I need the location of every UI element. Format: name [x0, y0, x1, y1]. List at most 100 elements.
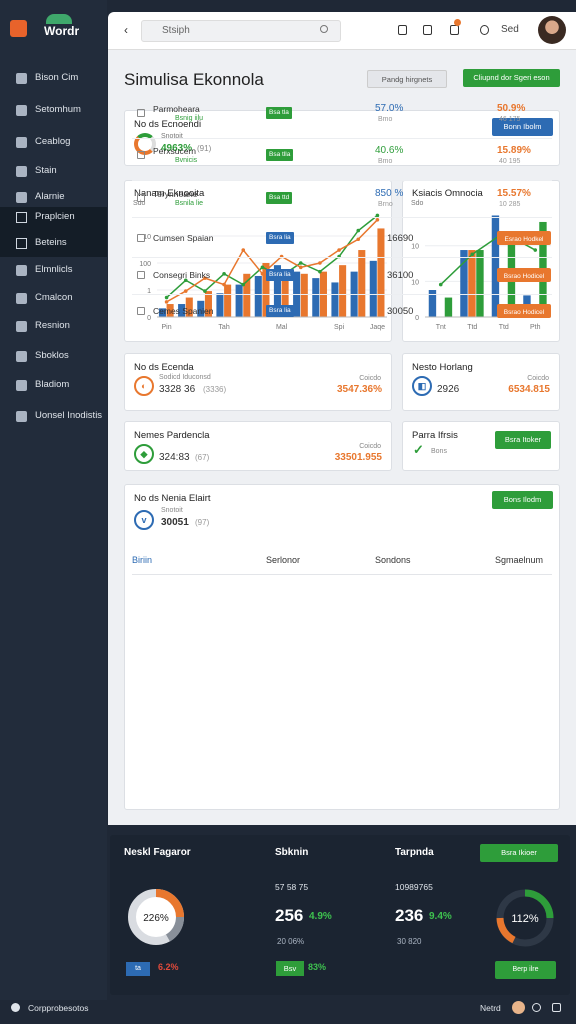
- card: No ds Ecenda ◐ Sodicd Iduconsd 3328 36 (3336…: [124, 353, 392, 411]
- card-title: Nesto Horlang: [412, 362, 473, 373]
- sidebar: Wordr Bison Cim Setomhum Ceablog Stain Alarni…: [0, 0, 107, 1000]
- card-value: 2926: [437, 384, 460, 395]
- top-icon[interactable]: [450, 25, 459, 35]
- row-icon: [137, 109, 145, 117]
- nav-item[interactable]: Ceablog: [35, 136, 71, 147]
- row-name: Parmoheara: [153, 104, 200, 114]
- footer-icon[interactable]: [532, 1003, 541, 1012]
- x-tick-label: Mal: [276, 324, 288, 331]
- card-icon: ◐: [134, 376, 154, 396]
- row-right-sub: 10 285: [499, 201, 521, 208]
- row-value: 36100: [387, 270, 414, 281]
- stat-top: 57 58 75: [275, 882, 309, 892]
- row-name: Consegri Binks: [153, 270, 211, 280]
- table-header: Serlonor: [266, 555, 301, 565]
- y-tick-label: 10: [143, 234, 151, 241]
- bar: [243, 273, 251, 317]
- x-tick-label: Jaqe: [370, 324, 385, 331]
- top-icon[interactable]: [423, 25, 432, 35]
- bar: [224, 284, 232, 317]
- bar: [185, 297, 193, 317]
- nav-item[interactable]: Cmalcon: [35, 292, 73, 303]
- card-title: No ds Ecnoendi: [134, 119, 202, 130]
- line-point: [183, 278, 188, 283]
- card-extra: (91): [197, 144, 212, 153]
- avatar[interactable]: [538, 16, 566, 44]
- line-point: [298, 265, 303, 270]
- nav-item[interactable]: Uonsel Inodistis: [35, 410, 103, 421]
- nav-item[interactable]: Bison Cim: [35, 72, 79, 83]
- line-point: [298, 261, 303, 265]
- nav-item[interactable]: Praplcien: [35, 211, 75, 222]
- table-header: Sgmaelnum: [495, 555, 544, 565]
- y-tick-label: 1: [147, 288, 151, 295]
- search-box[interactable]: Stsiph: [141, 20, 341, 42]
- button[interactable]: Cliupnd dor Sgeri eson: [463, 69, 560, 87]
- main: Simulisa Ekonnola Pandg hirgnets Cliupnd d…: [108, 50, 576, 825]
- chart-title: Nanam Eknooita: [134, 188, 205, 199]
- nav-item[interactable]: Elmnlicls: [35, 264, 73, 275]
- button[interactable]: Bsra Itoker: [495, 431, 551, 449]
- card-icon: ◆: [134, 444, 154, 464]
- button[interactable]: Pandg hirgnets: [367, 70, 447, 88]
- line-point: [260, 265, 265, 270]
- footer-left: Corpprobesotos: [28, 1003, 89, 1013]
- nav-item[interactable]: Sboklos: [35, 350, 69, 361]
- button[interactable]: Bsrao Hodicel: [497, 304, 551, 318]
- card-value: 324:83: [159, 452, 190, 463]
- bar: [254, 275, 262, 317]
- stat-value: 236: [395, 906, 424, 925]
- stat-badge: Bsv: [276, 961, 304, 976]
- button[interactable]: Bsra Ikioer: [480, 844, 558, 862]
- donut-left-arc2: [165, 916, 185, 942]
- row-rule: [132, 138, 552, 139]
- line-point: [222, 282, 226, 287]
- button[interactable]: Bsrao Hodicel: [497, 268, 551, 282]
- button[interactable]: Bonn Ibolm: [492, 118, 553, 136]
- y-axis-label: Sdo: [133, 200, 146, 207]
- line-point: [241, 248, 246, 252]
- button[interactable]: Esrao Hodkel: [497, 231, 551, 245]
- ring-icon: [134, 133, 156, 155]
- row-badge: Bsa ttd: [266, 192, 293, 204]
- logo-text: Wordr: [44, 24, 80, 38]
- card-extra: (3336): [203, 385, 227, 394]
- top-icon[interactable]: [398, 25, 407, 35]
- nav-item[interactable]: Resnion: [35, 320, 70, 331]
- line-point: [375, 213, 380, 218]
- bar: [369, 260, 377, 317]
- bar: [300, 273, 308, 317]
- row-value: 57.0%: [375, 103, 404, 114]
- button[interactable]: Bons Ilodm: [492, 491, 553, 509]
- bar: [444, 297, 453, 317]
- bar: [377, 228, 385, 317]
- card: Nanam Eknooita Sdo 0 1 100 10 Pin Tah Mal Spi Jaqe: [124, 180, 392, 342]
- search-text: Stsiph: [162, 25, 190, 36]
- row-name: Cumsen Spaian: [153, 233, 214, 243]
- card: No ds Nenia Elairt v Snotoit 30051 (97) Bons …: [124, 103, 560, 810]
- nav-item[interactable]: Beteins: [35, 237, 67, 248]
- logo-mark: [46, 14, 72, 24]
- panel-header: Neskl Fagaror: [124, 847, 191, 858]
- card: Nemes Pardencla ◆ 324:83 (67) Coicdo 33501.95…: [124, 421, 392, 471]
- row-icon: [137, 194, 145, 202]
- nav-item[interactable]: Alarnie: [35, 191, 65, 202]
- nav-item[interactable]: Bladiom: [35, 379, 70, 390]
- stat-top: 10989765: [395, 882, 433, 892]
- page-title: Simulisa Ekonnola: [124, 70, 264, 89]
- y-tick-label: 0: [415, 315, 419, 322]
- footer-avatar[interactable]: [512, 1001, 525, 1014]
- top-icon[interactable]: [480, 25, 489, 35]
- row-sub: Bsnila lie: [175, 200, 204, 207]
- x-tick-label: Tnt: [436, 324, 446, 331]
- row-value: 16690: [387, 233, 414, 244]
- stat-badge-value: 83%: [308, 962, 327, 972]
- card-sub: Snotoit: [161, 507, 183, 514]
- button[interactable]: Berp ilre: [495, 961, 556, 979]
- footer-icon[interactable]: [552, 1003, 561, 1012]
- nav-item[interactable]: Stain: [35, 165, 57, 176]
- bar: [491, 215, 500, 317]
- row-icon: [137, 271, 145, 279]
- nav-item[interactable]: Setomhum: [35, 104, 81, 115]
